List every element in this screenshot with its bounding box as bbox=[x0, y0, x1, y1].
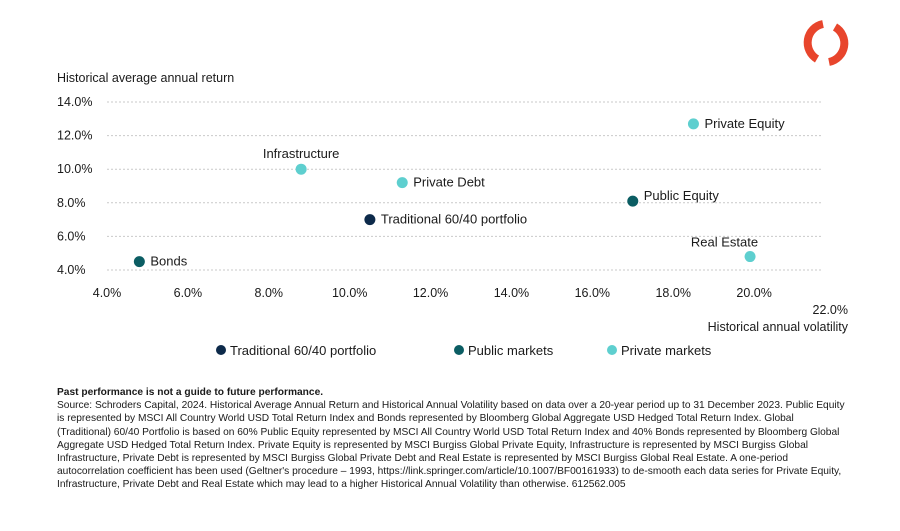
y-tick-label: 4.0% bbox=[57, 263, 86, 277]
legend-label: Public markets bbox=[468, 343, 554, 358]
x-axis-label: Historical annual volatility bbox=[708, 320, 849, 334]
point-label: Bonds bbox=[150, 254, 187, 269]
y-tick-label: 6.0% bbox=[57, 229, 86, 243]
x-tick-label: 16.0% bbox=[575, 286, 610, 300]
data-points: Traditional 60/40 portfolio Bonds Public E… bbox=[133, 116, 785, 269]
performance-disclaimer: Past performance is not a guide to futur… bbox=[57, 387, 324, 398]
point-label: Public Equity bbox=[644, 188, 720, 203]
legend-label: Traditional 60/40 portfolio bbox=[230, 343, 376, 358]
y-tick-label: 10.0% bbox=[57, 162, 92, 176]
data-point bbox=[627, 195, 639, 207]
data-point bbox=[396, 177, 408, 189]
x-tick-label: 8.0% bbox=[255, 286, 284, 300]
legend-marker bbox=[607, 345, 617, 355]
grid-lines bbox=[107, 101, 822, 271]
point-label: Infrastructure bbox=[263, 146, 340, 161]
x-tick-label: 22.0% bbox=[813, 303, 848, 317]
legend-label: Private markets bbox=[621, 343, 712, 358]
x-tick-label: 10.0% bbox=[332, 286, 367, 300]
point-label: Real Estate bbox=[691, 235, 758, 250]
data-point bbox=[364, 214, 376, 226]
x-axis-ticks: 4.0% 6.0% 8.0% 10.0% 12.0% 14.0% 16.0% 18.0% 20.… bbox=[93, 286, 848, 317]
y-tick-label: 12.0% bbox=[57, 129, 92, 143]
data-point bbox=[295, 163, 307, 175]
point-label: Private Debt bbox=[413, 175, 485, 190]
footnotes: Past performance is not a guide to futur… bbox=[57, 386, 847, 492]
data-point bbox=[687, 118, 699, 130]
schroders-ring-logo-icon bbox=[800, 18, 850, 73]
legend-marker bbox=[216, 345, 226, 355]
point-label: Traditional 60/40 portfolio bbox=[381, 212, 527, 227]
x-tick-label: 14.0% bbox=[494, 286, 529, 300]
x-tick-label: 20.0% bbox=[736, 286, 771, 300]
y-tick-label: 8.0% bbox=[57, 196, 86, 210]
source-note: Source: Schroders Capital, 2024. Histori… bbox=[57, 400, 845, 491]
legend: Traditional 60/40 portfolio Public market… bbox=[216, 343, 712, 358]
scatter-chart: 4.0% 6.0% 8.0% 10.0% 12.0% 14.0% 4.0% 6.0% 8.0%… bbox=[57, 71, 849, 358]
point-label: Private Equity bbox=[704, 116, 785, 131]
y-tick-label: 14.0% bbox=[57, 95, 92, 109]
x-tick-label: 6.0% bbox=[174, 286, 203, 300]
y-axis-ticks: 4.0% 6.0% 8.0% 10.0% 12.0% 14.0% bbox=[57, 95, 92, 277]
y-axis-label: Historical average annual return bbox=[57, 71, 234, 85]
data-point bbox=[744, 251, 756, 263]
x-tick-label: 12.0% bbox=[413, 286, 448, 300]
data-point bbox=[133, 256, 145, 268]
x-tick-label: 4.0% bbox=[93, 286, 122, 300]
x-tick-label: 18.0% bbox=[655, 286, 690, 300]
legend-marker bbox=[454, 345, 464, 355]
